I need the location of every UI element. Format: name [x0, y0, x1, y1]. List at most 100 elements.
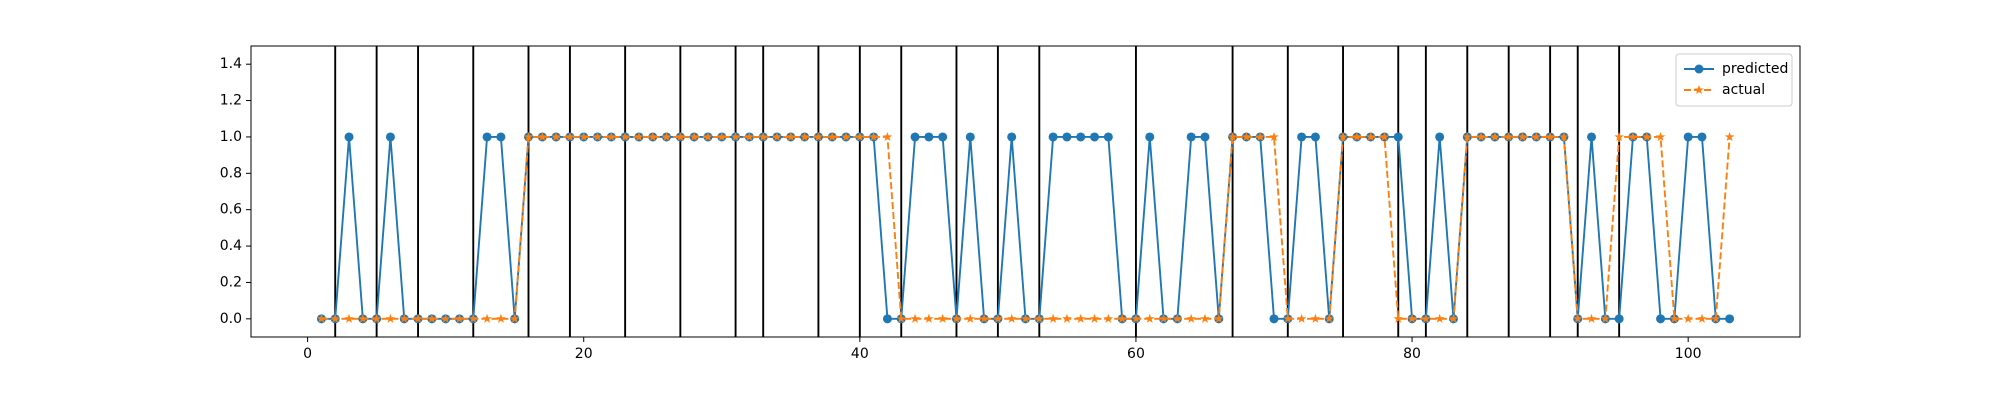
point — [1172, 313, 1183, 323]
point — [1683, 132, 1693, 142]
point — [1572, 313, 1583, 323]
point — [855, 131, 865, 141]
legend-label: actual — [1722, 82, 1765, 98]
point — [1200, 313, 1210, 323]
point — [1076, 132, 1086, 142]
x-tick-label: 60 — [1127, 346, 1145, 362]
point — [1434, 313, 1445, 323]
point — [1587, 132, 1597, 142]
y-tick-label: 1.4 — [220, 56, 242, 72]
x-tick-label: 100 — [1675, 346, 1702, 362]
point — [827, 131, 837, 141]
point — [661, 131, 672, 141]
point — [1352, 131, 1362, 141]
x-tick-label: 40 — [851, 346, 869, 362]
point — [910, 132, 920, 142]
point — [1559, 131, 1569, 141]
point — [896, 313, 906, 323]
y-tick-label: 0.6 — [220, 202, 242, 218]
point — [496, 313, 506, 323]
point — [482, 313, 492, 323]
point — [1090, 132, 1100, 142]
point — [1062, 313, 1072, 323]
point — [1586, 313, 1597, 323]
point — [1034, 313, 1045, 323]
plot-area — [316, 131, 1735, 324]
point — [1421, 313, 1431, 323]
y-tick-label: 0.4 — [220, 238, 242, 254]
point — [1642, 131, 1652, 141]
point — [371, 313, 382, 323]
point — [689, 131, 699, 141]
point — [1310, 132, 1320, 142]
point — [772, 131, 782, 141]
point — [1614, 131, 1624, 141]
point — [1145, 313, 1155, 323]
point — [344, 313, 354, 323]
point — [1379, 131, 1390, 141]
point — [1435, 132, 1445, 142]
point — [1186, 132, 1196, 142]
x-tick-label: 80 — [1403, 346, 1421, 362]
point — [1393, 132, 1403, 142]
point — [1503, 131, 1514, 141]
point — [1697, 313, 1707, 323]
point — [1310, 313, 1321, 323]
point — [1255, 131, 1265, 141]
legend: predicted actual — [1675, 53, 1793, 107]
point — [1007, 132, 1017, 142]
point — [965, 132, 975, 142]
point — [703, 131, 713, 141]
y-tick-label: 0.0 — [220, 311, 242, 327]
point — [717, 131, 727, 141]
point — [1628, 131, 1638, 141]
series-line — [321, 135, 1730, 320]
point — [1490, 131, 1500, 141]
point — [924, 132, 934, 142]
point — [1186, 313, 1196, 323]
point — [385, 132, 395, 142]
point — [634, 131, 644, 141]
point — [1711, 313, 1721, 323]
point — [537, 131, 548, 141]
point — [1214, 313, 1224, 323]
point — [454, 313, 465, 323]
point — [1089, 313, 1100, 323]
point — [744, 131, 755, 141]
point — [344, 132, 354, 142]
point — [1656, 314, 1666, 324]
point — [758, 131, 768, 141]
legend-box — [1675, 53, 1793, 107]
point — [1338, 131, 1348, 141]
point — [1269, 314, 1279, 324]
point — [1448, 313, 1459, 323]
point — [1048, 313, 1058, 323]
point — [882, 314, 892, 324]
series-line — [321, 135, 1731, 320]
point — [1020, 313, 1031, 323]
x-tick-label: 0 — [303, 346, 312, 362]
point — [551, 131, 561, 141]
point — [413, 313, 423, 323]
point — [1006, 313, 1017, 323]
point — [841, 131, 851, 141]
point — [578, 131, 589, 141]
legend-marker — [1694, 64, 1704, 74]
point — [482, 132, 492, 142]
point — [606, 131, 617, 141]
point — [620, 131, 630, 141]
point — [647, 131, 658, 141]
y-tick-label: 1.2 — [220, 93, 242, 109]
point — [1324, 313, 1334, 323]
point — [1697, 132, 1707, 142]
point — [1297, 132, 1307, 142]
point — [799, 131, 810, 141]
x-tick-label: 20 — [575, 346, 593, 362]
point — [440, 313, 451, 323]
point — [1531, 131, 1542, 141]
point — [1517, 131, 1528, 141]
point — [1075, 313, 1086, 323]
point — [1669, 313, 1680, 323]
point — [1600, 313, 1611, 323]
